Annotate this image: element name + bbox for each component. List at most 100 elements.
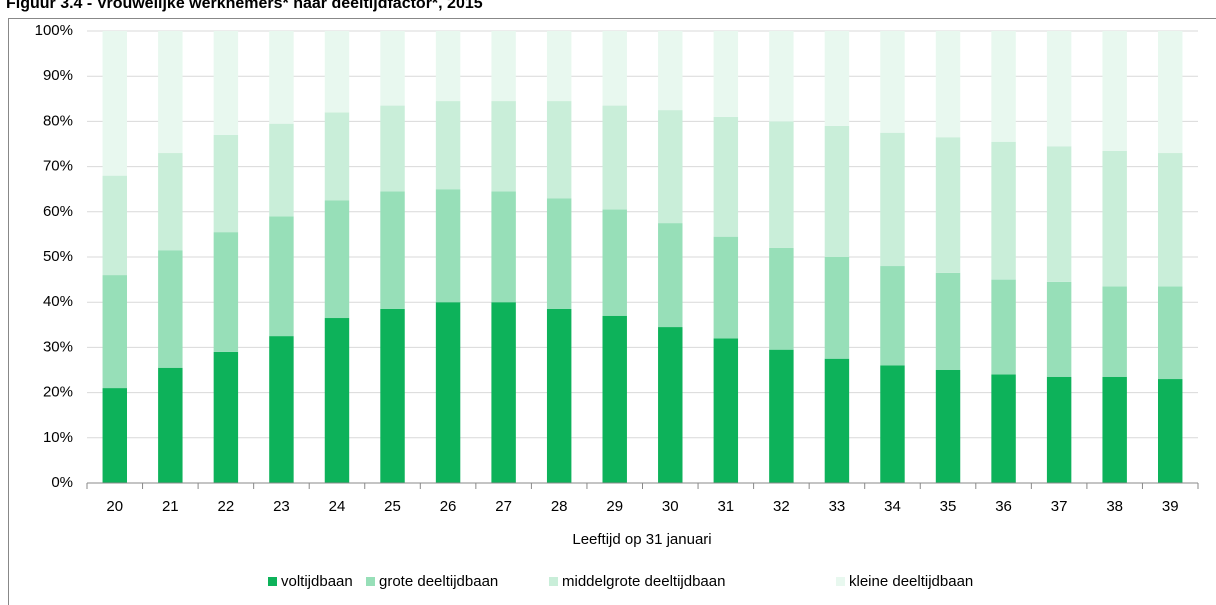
x-tick-label: 38 [1106, 498, 1123, 515]
bar-segment [435, 189, 461, 303]
bar-segment [213, 31, 239, 135]
bar-segment [102, 175, 127, 276]
x-tick-label: 20 [106, 498, 123, 515]
bar-segment [880, 132, 905, 267]
bar-segment [935, 31, 961, 138]
y-tick-label: 100% [35, 22, 73, 39]
x-tick-label: 31 [717, 498, 734, 515]
y-tick-label: 90% [43, 67, 73, 84]
bar-segment [546, 308, 572, 483]
bar-segment [1046, 146, 1072, 282]
x-tick-label: 28 [551, 498, 568, 515]
bar-segment [713, 338, 739, 483]
bar-segment [658, 223, 683, 328]
y-tick-label: 30% [43, 338, 73, 355]
bar-segment [491, 101, 516, 192]
bar-segment [102, 31, 127, 176]
x-tick-label: 35 [940, 498, 957, 515]
bar-segment [991, 374, 1016, 483]
y-tick-label: 20% [43, 384, 73, 401]
bar-segment [1046, 31, 1072, 147]
bar-segment [935, 137, 961, 273]
y-tick-label: 80% [43, 112, 73, 129]
bar-segment [769, 121, 794, 248]
bar-segment [324, 31, 350, 113]
bar-segment [491, 302, 516, 483]
bar-segment [824, 358, 850, 483]
bar-segment [546, 198, 572, 309]
bar-segment [324, 318, 350, 483]
x-tick-label: 36 [995, 498, 1012, 515]
x-tick-label: 21 [162, 498, 179, 515]
bar-segment [824, 257, 850, 359]
y-tick-label: 70% [43, 158, 73, 175]
y-tick-label: 60% [43, 203, 73, 220]
bar-segment [269, 336, 294, 483]
bar-segment [435, 302, 461, 483]
legend-label: voltijdbaan [281, 573, 353, 590]
bar-segment [102, 275, 127, 389]
bar-segment [1102, 150, 1127, 287]
bar-segment [602, 209, 627, 316]
bar-segment [491, 31, 516, 102]
legend-swatch [268, 577, 277, 586]
bar-segment [769, 349, 794, 483]
chart-title: Figuur 3.4 - Vrouwelijke werknemers* naa… [6, 0, 483, 12]
x-tick-label: 24 [329, 498, 346, 515]
bar-segment [991, 31, 1016, 142]
bar-segment [324, 112, 350, 201]
legend-label: middelgrote deeltijdbaan [562, 573, 725, 590]
bar-segment [1158, 286, 1183, 380]
bar-segment [824, 31, 850, 126]
bar-segment [1046, 376, 1072, 483]
bar-segment [769, 31, 794, 122]
bar-segment [491, 191, 516, 303]
bar-segment [269, 123, 294, 217]
bar-segment [713, 116, 739, 237]
bar-segment [435, 101, 461, 190]
bar-segment [102, 388, 127, 483]
bar-segment [935, 272, 961, 370]
x-axis-title: Leeftijd op 31 januari [572, 531, 711, 548]
legend-swatch [836, 577, 845, 586]
bar-segment [991, 279, 1016, 375]
bar-segment [602, 105, 627, 210]
bar-segment [158, 250, 183, 368]
x-tick-label: 25 [384, 498, 401, 515]
bar-segment [546, 101, 572, 199]
x-tick-label: 27 [495, 498, 512, 515]
x-tick-label: 39 [1162, 498, 1179, 515]
x-tick-label: 22 [218, 498, 235, 515]
bar-segment [658, 327, 683, 483]
bar-segment [935, 370, 961, 483]
bar-segment [1046, 281, 1072, 377]
x-tick-label: 32 [773, 498, 790, 515]
bar-segment [602, 315, 627, 483]
x-tick-label: 29 [606, 498, 623, 515]
bar-segment [602, 31, 627, 106]
bar-segment [380, 308, 405, 483]
bar-segment [880, 266, 905, 366]
x-tick-label: 33 [829, 498, 846, 515]
bar-segment [269, 31, 294, 124]
bar-segment [880, 365, 905, 483]
y-tick-label: 0% [51, 474, 73, 491]
bar-segment [1158, 153, 1183, 287]
bar-segment [1102, 286, 1127, 377]
bar-segment [824, 125, 850, 257]
bar-segment [213, 351, 239, 483]
bar-segment [158, 153, 183, 251]
bar-segment [713, 31, 739, 117]
legend-label: kleine deeltijdbaan [849, 573, 973, 590]
legend-swatch [366, 577, 375, 586]
bar-segment [213, 134, 239, 233]
bar-segment [435, 31, 461, 102]
y-tick-label: 40% [43, 293, 73, 310]
bar-segment [1102, 376, 1127, 483]
bar-segment [213, 232, 239, 352]
bar-segment [1158, 379, 1183, 483]
bar-segment [713, 236, 739, 339]
bar-segment [769, 247, 794, 350]
bar-segment [658, 31, 683, 111]
